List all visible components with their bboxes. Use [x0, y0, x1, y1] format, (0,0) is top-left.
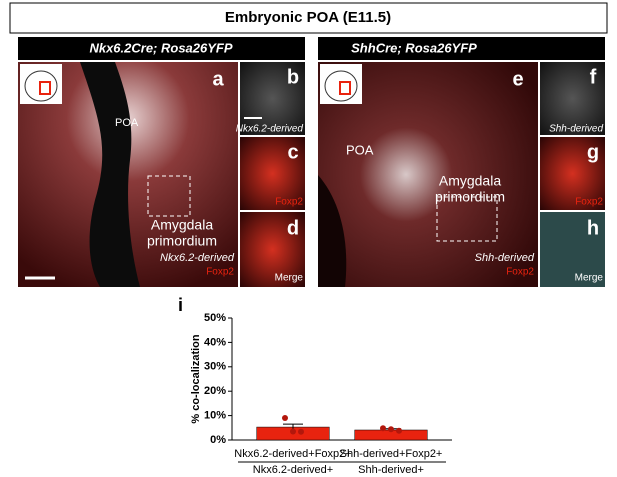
x-tick-label: Shh-derived+: [358, 464, 424, 476]
x-tick-label: Nkx6.2-derived+Foxp2+: [234, 448, 351, 460]
inset-label: Foxp2: [575, 197, 603, 208]
ventricle: [318, 175, 347, 287]
panel-label: d: [287, 217, 299, 239]
inset-label: Shh-derived: [549, 124, 603, 135]
region-label: POA: [115, 117, 139, 129]
panel-label: f: [590, 66, 597, 88]
ventricle: [80, 62, 140, 287]
header: ShhCre; Rosa26YFP: [351, 40, 477, 55]
inset-box: [39, 81, 51, 95]
region-label: Amygdala: [439, 173, 501, 189]
inset-image: [540, 137, 605, 210]
y-tick-label: 0%: [210, 434, 226, 446]
region-label: primordium: [147, 233, 217, 249]
x-tick-label: Shh-derived+Foxp2+: [340, 448, 443, 460]
region-label: POA: [346, 142, 374, 157]
data-point: [380, 425, 386, 432]
y-axis-label: % co-localization: [190, 334, 202, 424]
panel-label: c: [287, 141, 298, 163]
title-box: [9, 2, 608, 34]
zoom-box: [147, 175, 191, 217]
inset-box: [339, 81, 351, 95]
y-tick-label: 30%: [204, 361, 226, 373]
inset-image: [540, 212, 605, 287]
inset-label: Foxp2: [275, 197, 303, 208]
panel-label: h: [587, 217, 599, 239]
header-bar: [18, 37, 305, 60]
y-tick-label: 10%: [204, 410, 226, 422]
data-point: [388, 426, 394, 433]
inset-image: [240, 212, 305, 287]
brain-outline: [24, 70, 58, 102]
region-label: Amygdala: [151, 217, 213, 233]
data-point: [396, 427, 402, 434]
y-tick-label: 20%: [204, 385, 226, 397]
figure-title: Embryonic POA (E11.5): [225, 9, 391, 26]
header-bar: [318, 37, 605, 60]
data-point: [298, 428, 304, 435]
y-tick-label: 40%: [204, 336, 226, 348]
panel-label: a: [212, 68, 224, 90]
inset-image: [240, 137, 305, 210]
channel-label: Nkx6.2-derived: [160, 252, 235, 264]
panel-label: g: [587, 141, 599, 163]
inset-image: [540, 62, 605, 135]
panel-label: b: [287, 66, 299, 88]
y-tick-label: 50%: [204, 312, 226, 324]
channel-label: Foxp2: [506, 267, 534, 278]
brain-outline: [324, 70, 358, 102]
data-point: [290, 428, 296, 435]
inset-label: Nkx6.2-derived: [236, 124, 304, 135]
panel-label: e: [512, 68, 523, 90]
region-label: primordium: [435, 189, 505, 205]
inset-label: Merge: [575, 273, 604, 284]
inset-label: Merge: [275, 273, 304, 284]
channel-label: Foxp2: [206, 267, 234, 278]
inset-image: [240, 62, 305, 135]
data-point: [282, 415, 288, 422]
panel-label: i: [178, 295, 183, 315]
channel-label: Shh-derived: [475, 252, 535, 264]
x-tick-label: Nkx6.2-derived+: [253, 464, 333, 476]
zoom-box: [436, 196, 498, 242]
header: Nkx6.2Cre; Rosa26YFP: [89, 40, 232, 55]
